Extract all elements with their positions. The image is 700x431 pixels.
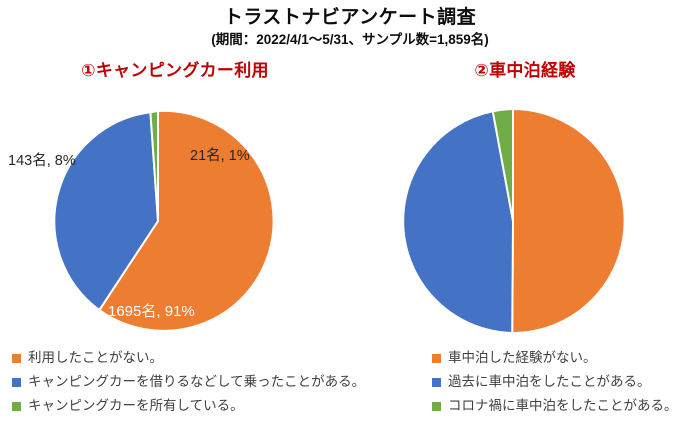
legend-item[interactable]: 利用したことがない。: [12, 346, 350, 370]
chart-panel-car-camping-experience: ②車中泊経験 55名, 3% 872名, 47% 932名, 50% 車中泊した…: [350, 50, 700, 431]
pie-slice-green-2[interactable]: [491, 107, 514, 222]
legend-label: 利用したことがない。: [28, 350, 163, 366]
legend-item[interactable]: コロナ禍に車中泊をしたことがある。: [432, 394, 700, 418]
legend-1: 利用したことがない。 キャンピングカーを借りるなどして乗ったことがある。 キャン…: [12, 346, 365, 418]
legend-label: コロナ禍に車中泊をしたことがある。: [448, 398, 678, 414]
chart-header: トラストナビアンケート調査 (期間：2022/4/1～5/31、サンプル数=1,…: [0, 0, 700, 47]
legend-label: 過去に車中泊をしたことがある。: [448, 374, 651, 390]
chart-title-1: ①キャンピングカー利用: [81, 61, 269, 80]
page-title: トラストナビアンケート調査: [223, 7, 477, 28]
pie-slice-blue-1[interactable]: [53, 111, 160, 312]
page-subtitle: (期間：2022/4/1～5/31、サンプル数=1,859名): [211, 31, 489, 47]
legend-item[interactable]: キャンピングカーを借りるなどして乗ったことがある。: [12, 370, 365, 394]
pie-chart-2-svg: [402, 107, 626, 335]
pie-label-orange-1: 1695名, 91%: [108, 303, 195, 320]
chart-panel-camper-usage: ①キャンピングカー利用 143名, 8% 21名, 1% 1695名, 91% …: [0, 50, 365, 431]
chart-title-2: ②車中泊経験: [474, 61, 576, 80]
legend-2: 車中泊した経験がない。 過去に車中泊をしたことがある。 コロナ禍に車中泊をしたこ…: [432, 346, 700, 418]
pie-slice-blue-2[interactable]: [402, 110, 515, 335]
legend-item[interactable]: 車中泊した経験がない。: [432, 346, 700, 370]
legend-label: キャンピングカーを所有している。: [28, 398, 244, 414]
legend-swatch-orange-icon: [12, 353, 21, 363]
legend-swatch-green-icon: [432, 401, 441, 411]
pie-slices-1: [53, 109, 275, 332]
pie-slices-2: [402, 107, 626, 335]
legend-swatch-blue-icon: [432, 377, 441, 387]
pie-label-green-1: 21名, 1%: [190, 148, 250, 164]
pie-slice-green-1[interactable]: [149, 109, 159, 222]
pie-slice-orange-1[interactable]: [97, 109, 275, 332]
pie-label-blue-1: 143名, 8%: [8, 153, 76, 169]
pie-slice-orange-2[interactable]: [511, 107, 626, 335]
legend-item[interactable]: キャンピングカーを所有している。: [12, 394, 350, 418]
pie-chart-2: [350, 86, 700, 336]
legend-label: 車中泊した経験がない。: [448, 350, 597, 366]
legend-label: キャンピングカーを借りるなどして乗ったことがある。: [28, 374, 366, 390]
legend-item[interactable]: 過去に車中泊をしたことがある。: [432, 370, 700, 394]
pie-chart-1: [0, 86, 350, 336]
legend-swatch-blue-icon: [12, 377, 21, 387]
legend-swatch-green-icon: [12, 401, 21, 411]
legend-swatch-orange-icon: [432, 353, 441, 363]
pie-chart-1-svg: [53, 109, 275, 332]
